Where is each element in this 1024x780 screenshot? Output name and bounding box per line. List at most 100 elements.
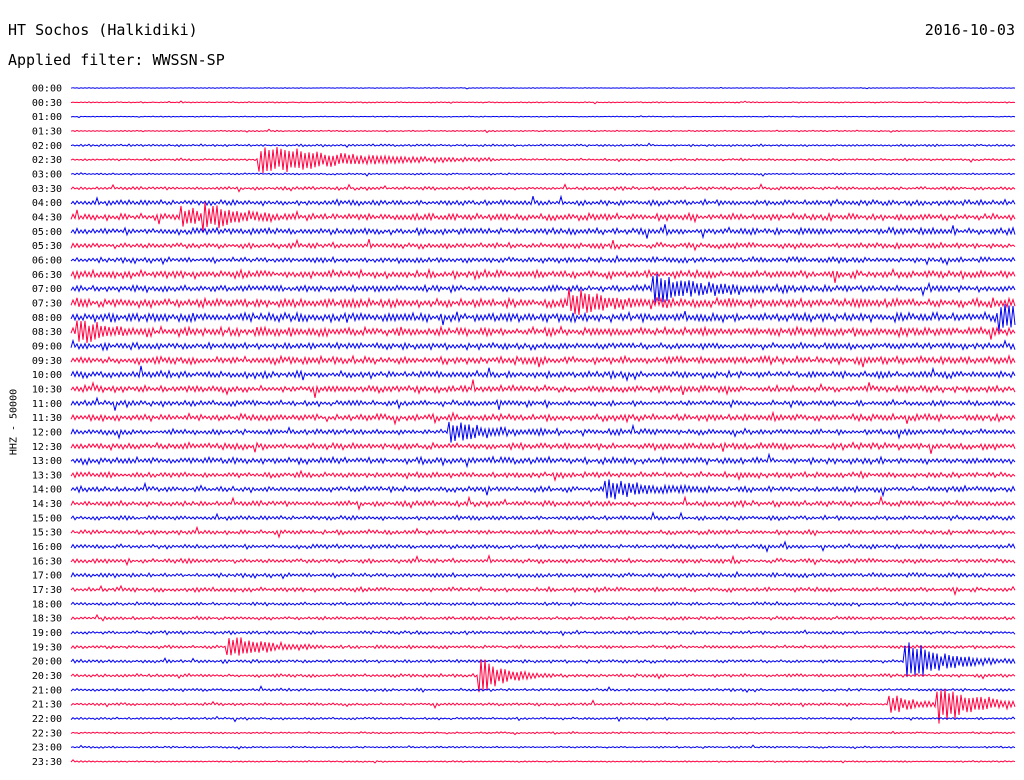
- time-label: 11:30: [32, 413, 62, 424]
- trace-row: [70, 338, 1016, 352]
- trace-row: [70, 600, 1016, 608]
- trace-row: [70, 554, 1016, 567]
- time-label: 18:00: [32, 599, 62, 610]
- trace-row: [70, 128, 1016, 134]
- time-label: 07:30: [32, 298, 62, 309]
- time-label: 17:00: [32, 571, 62, 582]
- trace-row: [70, 744, 1016, 750]
- time-label: 22:00: [32, 714, 62, 725]
- time-label: 15:00: [32, 513, 62, 524]
- trace-row: [70, 584, 1016, 597]
- trace-row: [70, 288, 1016, 315]
- time-label: 15:30: [32, 528, 62, 539]
- trace-row: [70, 410, 1016, 426]
- trace-row: [70, 304, 1016, 332]
- time-label: 01:00: [32, 112, 62, 123]
- time-label: 19:00: [32, 628, 62, 639]
- trace-row: [70, 479, 1016, 500]
- trace-row: [70, 224, 1016, 240]
- trace-row: [70, 511, 1016, 522]
- time-label: 03:00: [32, 169, 62, 180]
- time-label: 13:00: [32, 456, 62, 467]
- trace-row: [70, 642, 1016, 678]
- trace-row: [70, 273, 1016, 303]
- time-label: 22:30: [32, 728, 62, 739]
- time-label: 05:00: [32, 227, 62, 238]
- trace-row: [70, 379, 1016, 398]
- time-label: 19:30: [32, 642, 62, 653]
- time-label: 03:30: [32, 184, 62, 195]
- time-label: 05:30: [32, 241, 62, 252]
- time-label: 06:30: [32, 270, 62, 281]
- trace-row: [70, 267, 1016, 283]
- trace-row: [70, 613, 1016, 622]
- time-label: 00:00: [32, 84, 62, 95]
- time-label: 04:30: [32, 212, 62, 223]
- trace-row: [70, 715, 1016, 723]
- trace-row: [70, 365, 1016, 383]
- trace-row: [70, 495, 1016, 511]
- traces: [70, 86, 1016, 764]
- trace-row: [70, 115, 1016, 119]
- trace-row: [70, 730, 1016, 736]
- trace-row: [70, 688, 1016, 724]
- trace-row: [70, 759, 1016, 764]
- trace-row: [70, 142, 1016, 148]
- time-label: 02:30: [32, 155, 62, 166]
- time-label: 12:30: [32, 442, 62, 453]
- time-label: 08:00: [32, 313, 62, 324]
- time-label: 10:00: [32, 370, 62, 381]
- time-label: 07:00: [32, 284, 62, 295]
- time-label: 21:30: [32, 700, 62, 711]
- time-label: 18:30: [32, 614, 62, 625]
- date-label: 2016-10-03: [924, 21, 1015, 39]
- time-label: 09:30: [32, 356, 62, 367]
- trace-row: [70, 540, 1016, 553]
- trace-row: [70, 637, 1016, 656]
- trace-row: [70, 629, 1016, 637]
- trace-row: [70, 194, 1016, 208]
- time-label: 11:00: [32, 399, 62, 410]
- trace-row: [70, 202, 1016, 232]
- time-label: 02:00: [32, 141, 62, 152]
- time-label: 21:00: [32, 685, 62, 696]
- trace-row: [70, 86, 1016, 90]
- trace-row: [70, 685, 1016, 693]
- time-label: 20:30: [32, 671, 62, 682]
- trace-row: [70, 100, 1016, 105]
- trace-row: [70, 354, 1016, 368]
- trace-row: [70, 396, 1016, 411]
- time-label: 00:30: [32, 98, 62, 109]
- time-label: 10:30: [32, 384, 62, 395]
- station-title: HT Sochos (Halkidiki): [8, 21, 198, 39]
- trace-row: [70, 147, 1016, 174]
- time-label: 23:30: [32, 757, 62, 768]
- time-label: 14:30: [32, 499, 62, 510]
- time-label: 09:00: [32, 341, 62, 352]
- time-labels: 00:00 00:30 01:00 01:30 02:00 02:30 03:00 03:30…: [32, 84, 62, 769]
- trace-row: [70, 172, 1016, 177]
- trace-row: [70, 570, 1016, 580]
- time-label: 04:00: [32, 198, 62, 209]
- trace-row: [70, 254, 1016, 267]
- time-label: 06:00: [32, 255, 62, 266]
- time-label: 14:00: [32, 485, 62, 496]
- time-label: 16:00: [32, 542, 62, 553]
- trace-row: [70, 452, 1016, 469]
- time-label: 20:00: [32, 657, 62, 668]
- time-label: 01:30: [32, 126, 62, 137]
- trace-row: [70, 421, 1016, 443]
- time-label: 08:30: [32, 327, 62, 338]
- trace-row: [70, 525, 1016, 539]
- trace-row: [70, 320, 1016, 344]
- trace-row: [70, 659, 1016, 693]
- trace-row: [70, 469, 1016, 482]
- time-label: 16:30: [32, 556, 62, 567]
- trace-row: [70, 183, 1016, 193]
- trace-row: [70, 238, 1016, 252]
- time-label: 23:00: [32, 743, 62, 754]
- time-label: 17:30: [32, 585, 62, 596]
- filter-label: Applied filter: WWSSN-SP: [8, 51, 225, 69]
- time-label: 12:00: [32, 427, 62, 438]
